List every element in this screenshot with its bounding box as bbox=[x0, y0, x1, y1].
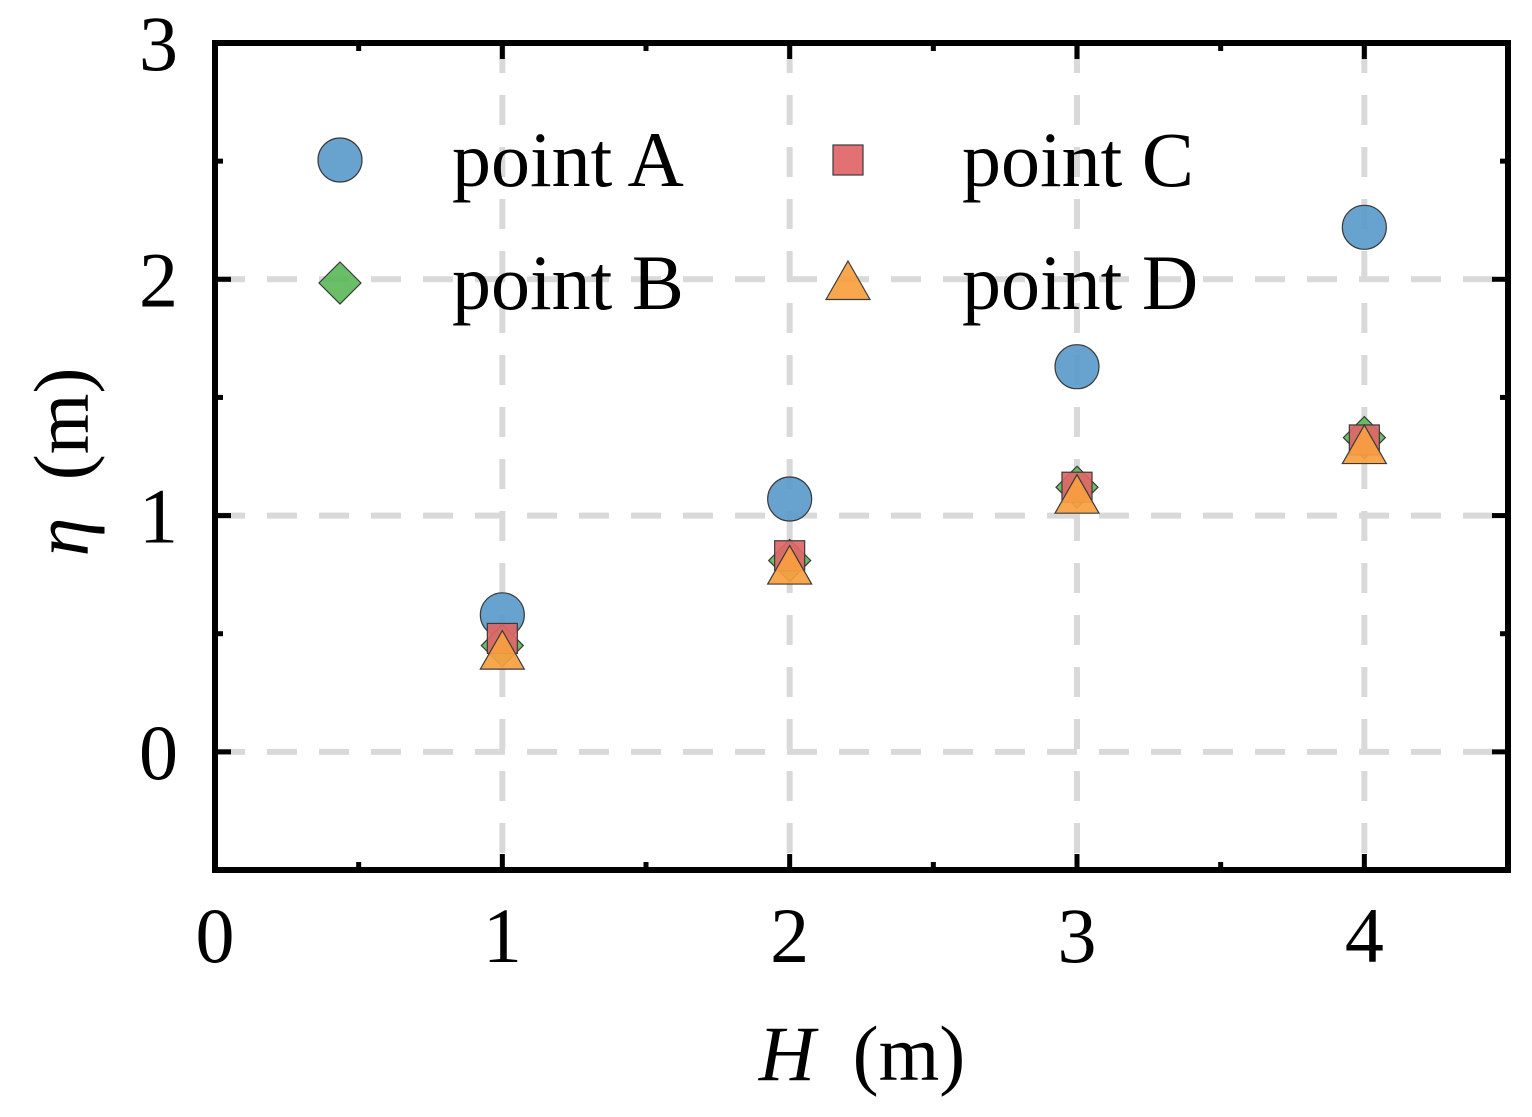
data-point-triangle bbox=[766, 544, 813, 585]
x-axis-title: H (m) bbox=[758, 1010, 965, 1097]
legend-item: point A bbox=[317, 116, 684, 203]
legend-label: point A bbox=[452, 116, 684, 203]
x-tick-label: 2 bbox=[770, 892, 809, 979]
grid-lines bbox=[215, 43, 1508, 870]
plot-frame bbox=[212, 40, 1511, 873]
legend-label: point C bbox=[962, 116, 1194, 203]
x-axis-title-symbol: H bbox=[758, 1010, 819, 1097]
y-axis-title-symbol: η bbox=[18, 518, 105, 557]
data-point-triangle bbox=[1341, 423, 1388, 465]
legend-marker-triangle bbox=[824, 259, 872, 301]
legend-marker-diamond bbox=[318, 261, 362, 305]
data-point-triangle bbox=[1053, 473, 1101, 514]
legend-item: point C bbox=[832, 116, 1194, 203]
x-tick-label: 1 bbox=[483, 892, 522, 979]
x-tick-label: 4 bbox=[1345, 892, 1384, 979]
data-point-circle bbox=[1341, 204, 1387, 250]
y-tick-label: 0 bbox=[139, 709, 178, 796]
legend: point A point B point C point D bbox=[317, 116, 1198, 326]
legend-item: point D bbox=[824, 239, 1198, 326]
data-point-triangle bbox=[479, 629, 526, 670]
tick-labels: 0 1 2 3 4 0 1 2 3 bbox=[139, 0, 1384, 979]
y-tick-label: 2 bbox=[139, 236, 178, 323]
y-tick-label: 1 bbox=[139, 473, 178, 560]
legend-item: point B bbox=[318, 239, 684, 326]
x-tick-label: 3 bbox=[1058, 892, 1097, 979]
data-markers bbox=[479, 204, 1388, 670]
legend-marker-square bbox=[832, 144, 864, 176]
x-tick-label: 0 bbox=[196, 892, 235, 979]
legend-marker-circle bbox=[317, 137, 363, 183]
legend-label: point D bbox=[962, 239, 1198, 326]
legend-label: point B bbox=[452, 239, 684, 326]
x-axis-title-unit: (m) bbox=[853, 1010, 966, 1097]
y-axis-title: η (m) bbox=[18, 368, 105, 557]
data-point-circle bbox=[767, 476, 813, 522]
y-axis-title-unit: (m) bbox=[18, 368, 105, 481]
y-tick-label: 3 bbox=[139, 0, 178, 87]
data-point-circle bbox=[1054, 344, 1100, 390]
